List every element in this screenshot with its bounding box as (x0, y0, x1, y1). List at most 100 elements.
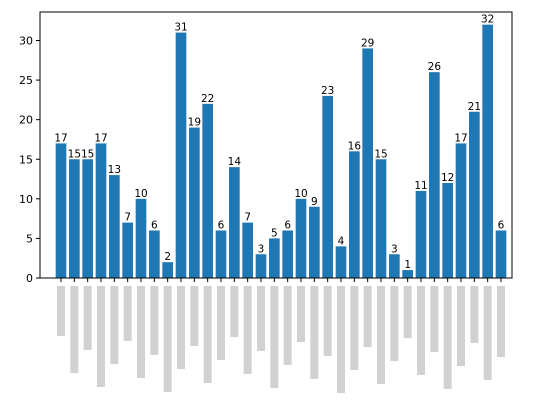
bar (362, 48, 373, 278)
bar (495, 230, 507, 278)
redacted-label (497, 286, 505, 357)
value-label: 15 (374, 148, 387, 160)
redacted-label (270, 286, 279, 388)
bar (215, 230, 227, 278)
bar (309, 206, 320, 278)
bar (122, 222, 133, 278)
redacted-label (417, 286, 425, 375)
redacted-label (190, 286, 199, 346)
redacted-label (257, 286, 265, 351)
value-label: 23 (321, 85, 334, 97)
value-label: 4 (338, 235, 345, 247)
bar (69, 159, 80, 278)
value-label: 31 (174, 22, 187, 34)
bar (335, 246, 347, 278)
value-label: 17 (54, 132, 67, 144)
bar (389, 254, 400, 278)
redacted-label (230, 286, 239, 337)
bar (189, 127, 200, 278)
bar (469, 111, 480, 278)
bar (149, 230, 160, 278)
redacted-label (177, 286, 185, 369)
value-label: 22 (201, 93, 214, 105)
redacted-label (97, 286, 105, 387)
bar (295, 198, 307, 278)
bar (255, 254, 267, 278)
bar (442, 183, 453, 278)
bar (229, 167, 240, 278)
y-tick-label: 25 (19, 74, 33, 87)
bar (415, 190, 427, 278)
value-label: 3 (258, 243, 265, 255)
redacted-label (457, 286, 465, 366)
redacted-label (163, 286, 172, 392)
value-label: 7 (124, 212, 131, 224)
bar (55, 143, 67, 278)
value-label: 19 (188, 117, 201, 129)
redacted-label (403, 286, 412, 338)
value-label: 3 (391, 243, 398, 255)
value-label: 6 (151, 220, 158, 232)
redacted-label (83, 286, 92, 350)
bar (162, 262, 173, 278)
value-label: 14 (228, 156, 242, 168)
value-label: 15 (81, 148, 94, 160)
value-label: 15 (68, 148, 81, 160)
redacted-label (310, 286, 319, 379)
redacted-label (57, 286, 65, 336)
bar (322, 95, 333, 279)
redacted-label (377, 286, 385, 384)
bar (349, 151, 360, 278)
bar (202, 103, 213, 278)
bar (429, 72, 440, 279)
value-label: 1 (404, 259, 411, 271)
bar (282, 230, 293, 278)
value-label: 6 (284, 220, 291, 232)
y-tick-label: 10 (19, 193, 33, 206)
redacted-label (217, 286, 225, 360)
value-label: 12 (441, 172, 454, 184)
redacted-label (443, 286, 452, 389)
redacted-label (150, 286, 159, 355)
bar (242, 222, 253, 278)
redacted-label (470, 286, 479, 343)
value-label: 6 (218, 220, 225, 232)
y-tick-label: 30 (19, 35, 33, 48)
bar (402, 270, 413, 278)
redacted-label (430, 286, 439, 352)
value-label: 21 (468, 101, 481, 113)
redacted-label (337, 286, 345, 393)
redacted-label (483, 286, 492, 380)
value-label: 5 (271, 227, 278, 239)
redacted-label (297, 286, 305, 342)
redacted-label (323, 286, 332, 356)
redacted-label (363, 286, 372, 347)
y-tick-label: 15 (19, 153, 33, 166)
value-label: 9 (311, 196, 318, 208)
value-label: 32 (481, 14, 494, 26)
bar (95, 143, 107, 278)
bar (269, 238, 280, 278)
value-label: 17 (454, 132, 467, 144)
bar (455, 143, 467, 278)
value-label: 29 (361, 37, 374, 49)
redacted-label (203, 286, 212, 383)
redacted-label (390, 286, 399, 361)
bar (109, 175, 120, 278)
bar (375, 159, 387, 278)
value-label: 11 (414, 180, 427, 192)
bar (82, 159, 93, 278)
value-label: 7 (244, 212, 251, 224)
redacted-label (123, 286, 132, 341)
value-label: 17 (94, 132, 107, 144)
redacted-label (243, 286, 252, 374)
value-label: 10 (134, 188, 147, 200)
redacted-label (70, 286, 79, 373)
y-tick-label: 20 (19, 114, 33, 127)
value-label: 16 (348, 140, 362, 152)
y-tick-label: 5 (26, 232, 33, 245)
bar (175, 32, 187, 279)
y-tick-label: 0 (26, 272, 33, 285)
value-label: 6 (498, 220, 505, 232)
